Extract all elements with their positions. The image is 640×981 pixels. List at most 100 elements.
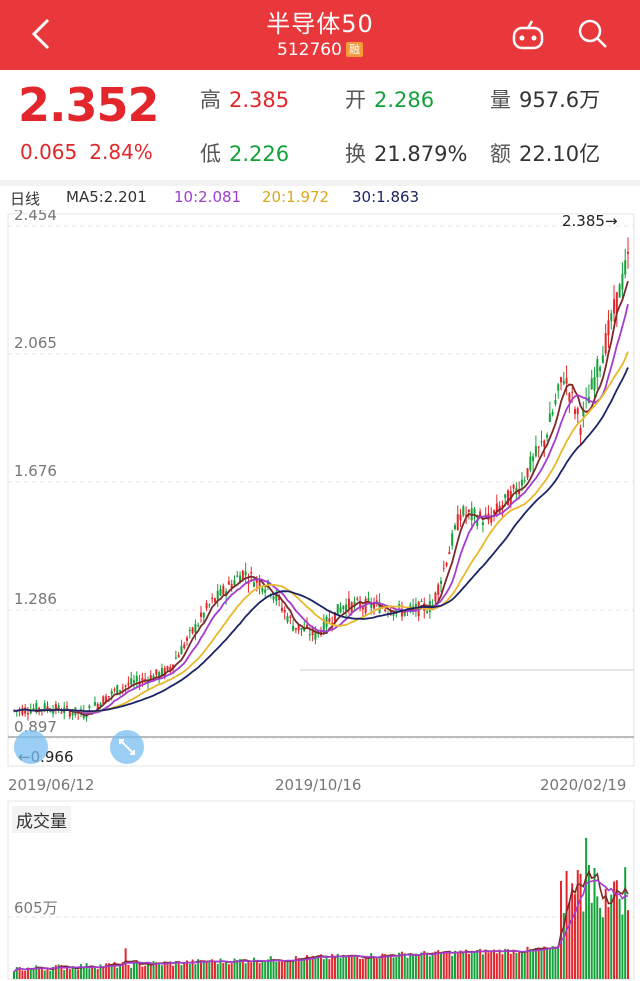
candle-body	[308, 634, 311, 636]
candle-body	[68, 710, 71, 717]
volume-bar	[121, 962, 124, 979]
candle-body	[121, 687, 124, 689]
candle-body	[197, 625, 200, 627]
volume-bar	[110, 964, 113, 979]
volume-bar	[350, 954, 353, 979]
candle-body	[230, 584, 233, 589]
y-tick-label: 1.286	[14, 590, 57, 608]
candle-body	[244, 571, 247, 576]
candle-body	[554, 400, 557, 404]
volume-bar	[172, 965, 175, 979]
volume-bar	[523, 951, 526, 979]
volume-item: 量 957.6万	[490, 84, 600, 114]
volume-bar	[414, 953, 417, 979]
candle-body	[613, 299, 616, 314]
candle-body	[236, 575, 239, 577]
volume-bar	[504, 948, 507, 979]
back-icon[interactable]	[22, 14, 62, 54]
candle-body	[227, 581, 230, 585]
volume-bar	[420, 952, 423, 979]
candle-body	[266, 580, 269, 587]
candle-body	[272, 596, 275, 600]
volume-chart[interactable]: 605万	[0, 797, 640, 981]
volume-bar	[373, 958, 376, 979]
volume-bar	[518, 952, 521, 979]
volume-bar	[573, 894, 576, 979]
candle-body	[107, 696, 110, 698]
volume-bar	[540, 949, 543, 979]
candle-body	[300, 628, 303, 630]
volume-bar	[68, 969, 71, 979]
volume-bar	[610, 894, 613, 979]
volume-bar	[333, 957, 336, 979]
volume-bar	[93, 967, 96, 979]
volume-bar	[311, 956, 314, 979]
volume-bar	[188, 963, 191, 979]
volume-bar	[406, 957, 409, 979]
volume-bar	[205, 961, 208, 979]
volume-bar	[579, 873, 582, 979]
volume-bar	[607, 907, 610, 979]
volume-bar	[442, 953, 445, 979]
candle-body	[292, 625, 295, 631]
volume-bar	[127, 964, 130, 979]
volume-bar	[356, 956, 359, 979]
candle-body	[540, 441, 543, 443]
volume-bar	[451, 956, 454, 979]
volume-bar	[465, 949, 468, 979]
date-mid: 2019/10/16	[275, 776, 362, 794]
high-item: 高 2.385	[200, 84, 289, 114]
volume-bar	[428, 956, 431, 979]
robot-assistant-icon[interactable]	[510, 18, 546, 52]
volume-bar	[208, 962, 211, 979]
volume-bar	[353, 956, 356, 979]
volume-bar	[613, 881, 616, 979]
volume-bar	[292, 960, 295, 979]
volume-bar	[473, 951, 476, 979]
volume-bar	[456, 953, 459, 979]
volume-bar	[216, 963, 219, 979]
candle-body	[85, 715, 88, 718]
candle-body	[241, 570, 244, 580]
volume-bar	[239, 959, 242, 979]
candle-body	[551, 411, 554, 415]
candle-body	[306, 624, 309, 628]
candle-body	[392, 614, 395, 616]
volume-bar	[49, 970, 52, 979]
volume-chart-label[interactable]: 成交量	[12, 806, 71, 833]
price-change: 0.065 2.84%	[20, 140, 165, 164]
candle-body	[378, 601, 381, 613]
candle-body	[160, 668, 163, 676]
candle-body	[202, 612, 205, 618]
volume-bar	[585, 837, 588, 979]
candle-body	[370, 602, 373, 608]
candle-body	[526, 468, 529, 478]
volume-bar	[283, 961, 286, 979]
volume-bar	[149, 965, 152, 979]
period-label[interactable]: 日线	[10, 190, 41, 208]
expand-icon[interactable]	[110, 730, 144, 764]
volume-bar	[551, 946, 554, 979]
candle-body	[576, 408, 579, 415]
candle-body	[529, 456, 532, 471]
volume-bar	[306, 955, 309, 979]
volume-bar	[562, 912, 565, 979]
volume-bar	[52, 966, 55, 979]
candle-body	[523, 480, 526, 482]
search-icon[interactable]	[575, 16, 611, 52]
ma-legend: 日线 MA5:2.201 10:2.081 20:1.972 30:1.863	[0, 188, 640, 210]
candle-body	[504, 494, 507, 498]
volume-bar	[534, 948, 537, 979]
volume-bar	[560, 880, 563, 979]
volume-bar	[250, 962, 253, 979]
candle-body	[400, 609, 403, 617]
volume-bar	[320, 954, 322, 979]
crosshair-handle[interactable]	[14, 730, 48, 764]
volume-bar	[328, 959, 331, 979]
high-label: 高	[200, 88, 221, 112]
candle-body	[322, 619, 325, 634]
volume-bar	[286, 960, 289, 979]
volume-bar	[378, 957, 381, 979]
candle-body	[543, 440, 546, 447]
